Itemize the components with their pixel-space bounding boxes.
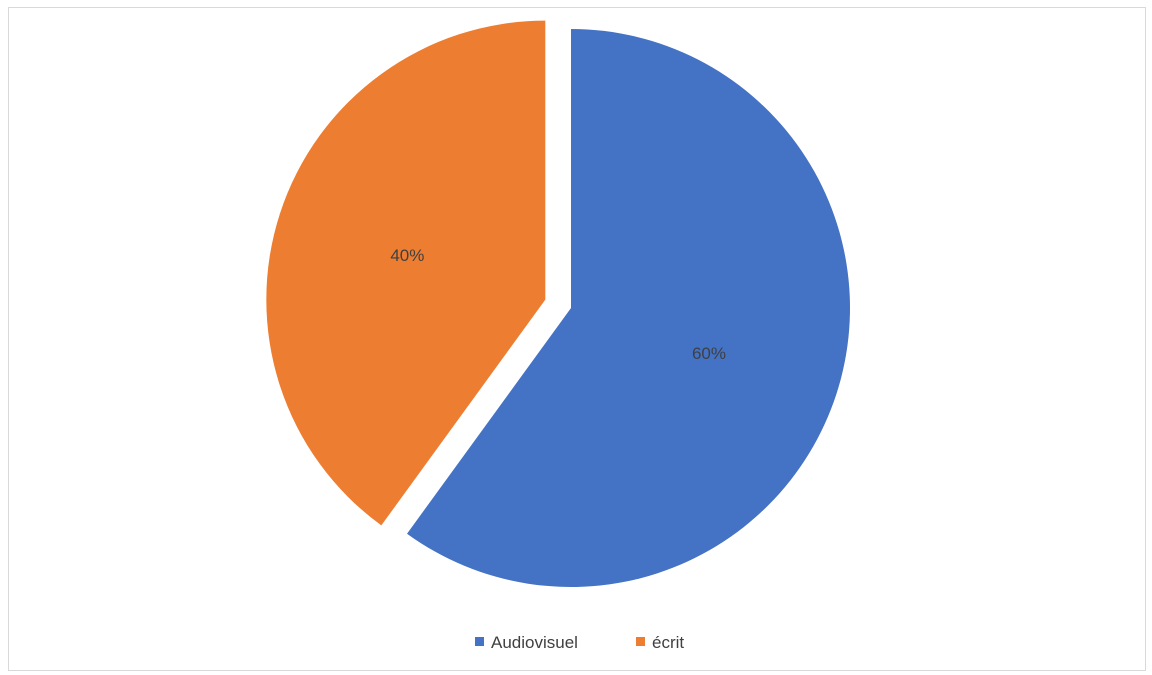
data-label-1: 60%: [692, 344, 726, 363]
legend-label-1: Audiovisuel: [491, 633, 578, 652]
legend-swatch-1: [475, 637, 484, 646]
data-labels: 60% 40%: [390, 246, 726, 363]
legend-swatch-2: [636, 637, 645, 646]
pie-slices: [266, 20, 850, 587]
pie-slice-1: [407, 29, 850, 587]
pie-slice-2: [266, 20, 546, 526]
legend: Audiovisuel écrit: [475, 633, 684, 652]
data-label-2: 40%: [390, 246, 424, 265]
legend-label-2: écrit: [652, 633, 684, 652]
